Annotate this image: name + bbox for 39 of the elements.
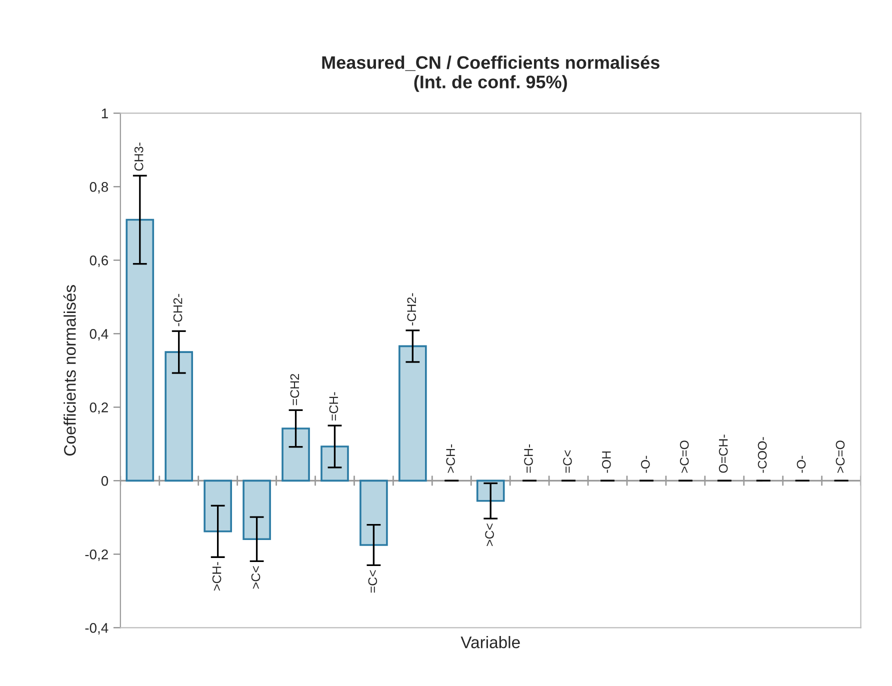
y-axis-title: Coefficients normalisés xyxy=(63,285,76,456)
x-tick-label: CH3- xyxy=(134,142,144,171)
x-tick-label: =C< xyxy=(563,450,572,473)
y-tick-label: -0,4 xyxy=(85,623,108,634)
y-tick-label: 0,6 xyxy=(90,256,108,267)
x-tick-label: -O- xyxy=(640,456,650,473)
x-tick-label: -OH xyxy=(602,451,611,473)
x-axis-title: Variable xyxy=(460,636,520,648)
x-tick-label: =C< xyxy=(368,570,378,593)
x-tick-label: >CH- xyxy=(446,444,455,473)
y-tick-label: 0,2 xyxy=(90,402,108,414)
x-tick-label: >CH- xyxy=(212,562,222,590)
x-tick-label: >C=O xyxy=(836,440,845,473)
bar xyxy=(476,480,505,502)
chart-title: Measured_CN / Coefficients normalisés (Int. de conf. 95%) xyxy=(322,56,660,92)
x-tick-label: >C=O xyxy=(680,440,689,473)
bar xyxy=(398,345,427,482)
bar xyxy=(320,446,349,482)
bar xyxy=(360,480,388,546)
x-tick-label: -O- xyxy=(796,456,806,473)
y-tick-label: 0,4 xyxy=(90,329,108,340)
y-tick-label: 0,8 xyxy=(90,182,108,194)
x-tick-label: =CH- xyxy=(329,392,338,421)
x-tick-label: -COO- xyxy=(758,437,767,473)
y-tick-label: 0 xyxy=(101,476,108,486)
x-tick-label: -CH2- xyxy=(407,293,416,326)
bar xyxy=(126,218,154,482)
y-tick-label: 1 xyxy=(102,108,108,118)
bar xyxy=(204,480,232,532)
x-tick-label: =CH- xyxy=(524,444,533,473)
y-tick-label: -0,2 xyxy=(85,550,108,561)
x-tick-label: -CH2- xyxy=(173,294,182,326)
bar xyxy=(242,480,271,540)
x-tick-label: >C< xyxy=(251,566,260,589)
bar xyxy=(282,428,310,482)
bar xyxy=(164,351,194,482)
x-tick-label: =CH2 xyxy=(290,374,300,406)
x-tick-label: O=CH- xyxy=(718,434,728,473)
x-tick-label: >C< xyxy=(485,524,494,546)
